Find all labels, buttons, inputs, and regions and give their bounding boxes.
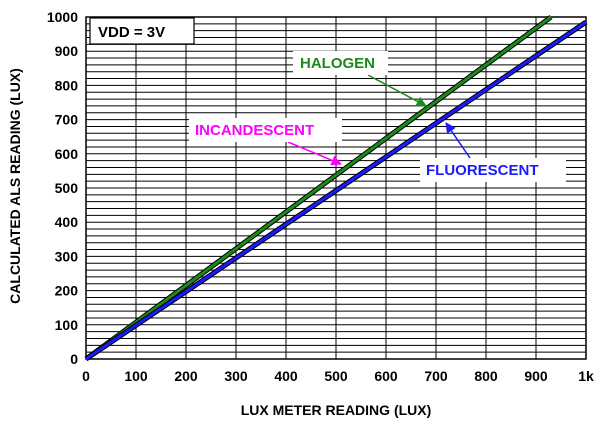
annotation-layer: INCANDESCENT HALOGEN FLUORESCENT — [189, 51, 566, 182]
x-tick-label: 800 — [474, 368, 498, 384]
x-tick-label: 400 — [274, 368, 298, 384]
series-layer — [84, 14, 588, 362]
annotation-box-halogen — [293, 51, 388, 75]
y-tick-label: 0 — [70, 351, 78, 367]
condition-label: VDD = 3V — [98, 24, 165, 41]
y-tick-label: 700 — [55, 112, 79, 128]
x-tick-label: 1k — [578, 368, 594, 384]
y-tick-label: 200 — [55, 283, 79, 299]
annotation-label-halogen: HALOGEN — [300, 55, 375, 72]
y-tick-label: 600 — [55, 146, 79, 162]
y-tick-label: 900 — [55, 43, 79, 59]
y-tick-label: 1000 — [47, 9, 78, 25]
series-line-fluorescent — [85, 20, 587, 361]
y-tick-label: 400 — [55, 214, 79, 230]
annotation-label-fluorescent: FLUORESCENT — [426, 162, 539, 179]
y-tick-label: 100 — [55, 317, 79, 333]
x-tick-label: 300 — [224, 368, 248, 384]
x-tick-label: 700 — [424, 368, 448, 384]
x-tick-label: 200 — [174, 368, 198, 384]
x-axis-title: LUX METER READING (LUX) — [241, 402, 432, 418]
annotation-arrow-fluorescent — [445, 122, 471, 159]
annotation-box-fluorescent — [420, 158, 566, 182]
y-axis-title: CALCULATED ALS READING (LUX) — [7, 68, 23, 304]
y-tick-label: 800 — [55, 77, 79, 93]
x-tick-label: 0 — [82, 368, 90, 384]
x-tick-label: 900 — [524, 368, 548, 384]
condition-label-box: VDD = 3V — [89, 17, 195, 45]
annotation-arrow-halogen — [367, 74, 427, 107]
plot-area-frame — [85, 16, 587, 360]
y-tick-label: 500 — [55, 180, 79, 196]
series-line-halogen — [85, 15, 552, 361]
tick-labels: 0 100 200 300 400 500 600 700 800 900 1k 0 100 200 300… — [47, 9, 594, 384]
y-tick-label: 300 — [55, 248, 79, 264]
x-tick-label: 500 — [324, 368, 348, 384]
annotation-box-incandescent — [189, 118, 342, 142]
x-tick-label: 600 — [374, 368, 398, 384]
x-tick-label: 100 — [124, 368, 148, 384]
annotation-label-incandescent: INCANDESCENT — [195, 122, 314, 139]
annotation-arrow-incandescent — [287, 141, 342, 166]
